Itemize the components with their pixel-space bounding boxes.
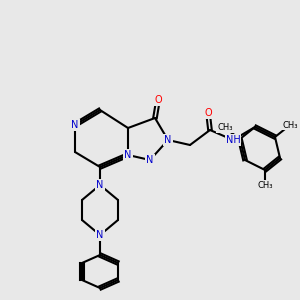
Text: O: O: [204, 108, 212, 118]
Text: N: N: [96, 230, 104, 240]
Text: N: N: [96, 180, 104, 190]
Text: N: N: [146, 155, 154, 165]
Text: CH₃: CH₃: [217, 124, 233, 133]
Text: N: N: [71, 120, 79, 130]
Text: O: O: [154, 95, 162, 105]
Text: CH₃: CH₃: [282, 121, 298, 130]
Text: CH₃: CH₃: [257, 181, 273, 190]
Text: NH: NH: [226, 135, 240, 145]
Text: N: N: [124, 150, 132, 160]
Text: N: N: [164, 135, 172, 145]
